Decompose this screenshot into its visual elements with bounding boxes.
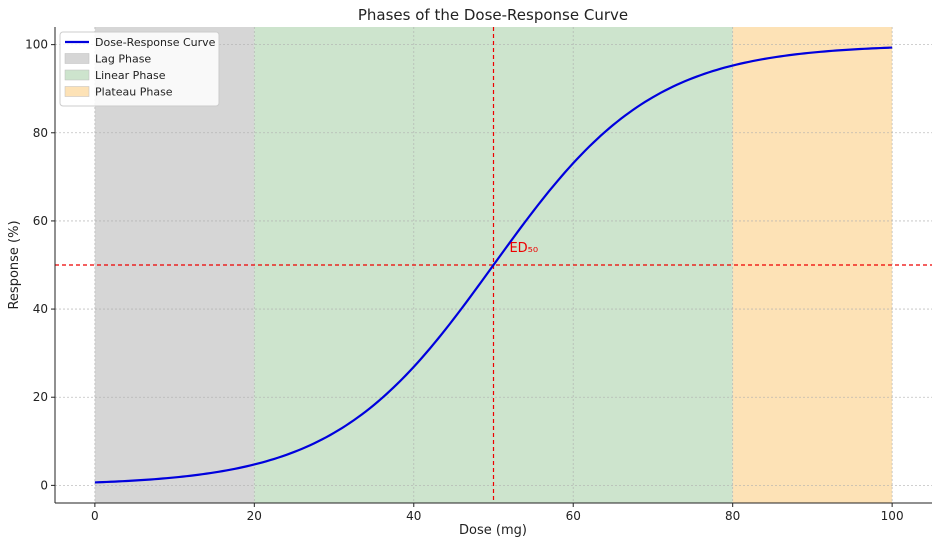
x-tick-label-4: 80 [725,509,740,523]
legend-entry-0: Dose-Response Curve [95,36,216,49]
axes [54,27,932,504]
y-tick-label-0: 0 [40,478,48,492]
x-tick-label-3: 60 [566,509,581,523]
y-tick-label-1: 20 [33,390,48,404]
legend-box [59,31,220,107]
ed50-annotation: ED₅₀ [509,241,538,256]
y-tick-label-5: 100 [25,38,48,52]
series-line-0 [94,46,893,484]
legend: Dose-Response Curve Lag Phase Linear Phase… [59,31,220,107]
y-tick-label-3: 60 [33,214,48,228]
chart-title: Phases of the Dose-Response Curve [358,6,628,24]
legend-patch-swatch-2 [64,69,90,81]
tick-labels: 0 20 40 60 80 100 0 20 40 60 80 100 [25,38,903,523]
legend-patch-swatch-1 [64,53,90,64]
x-tick-label-0: 0 [91,509,99,523]
x-tick-label-2: 40 [406,509,421,523]
legend-patch-swatch-3 [64,86,90,97]
x-axis-label: Dose (mg) [459,523,527,538]
y-axis-label: Response (%) [7,220,22,309]
series-layer [94,46,893,484]
legend-entry-1: Lag Phase [95,53,151,66]
annotations: ED₅₀ [509,241,538,256]
x-tick-label-5: 100 [881,509,904,523]
y-tick-label-2: 40 [33,302,48,316]
legend-entry-3: Plateau Phase [95,86,173,99]
legend-entry-2: Linear Phase [95,69,166,82]
y-tick-label-4: 80 [33,126,48,140]
x-tick-label-1: 20 [247,509,262,523]
